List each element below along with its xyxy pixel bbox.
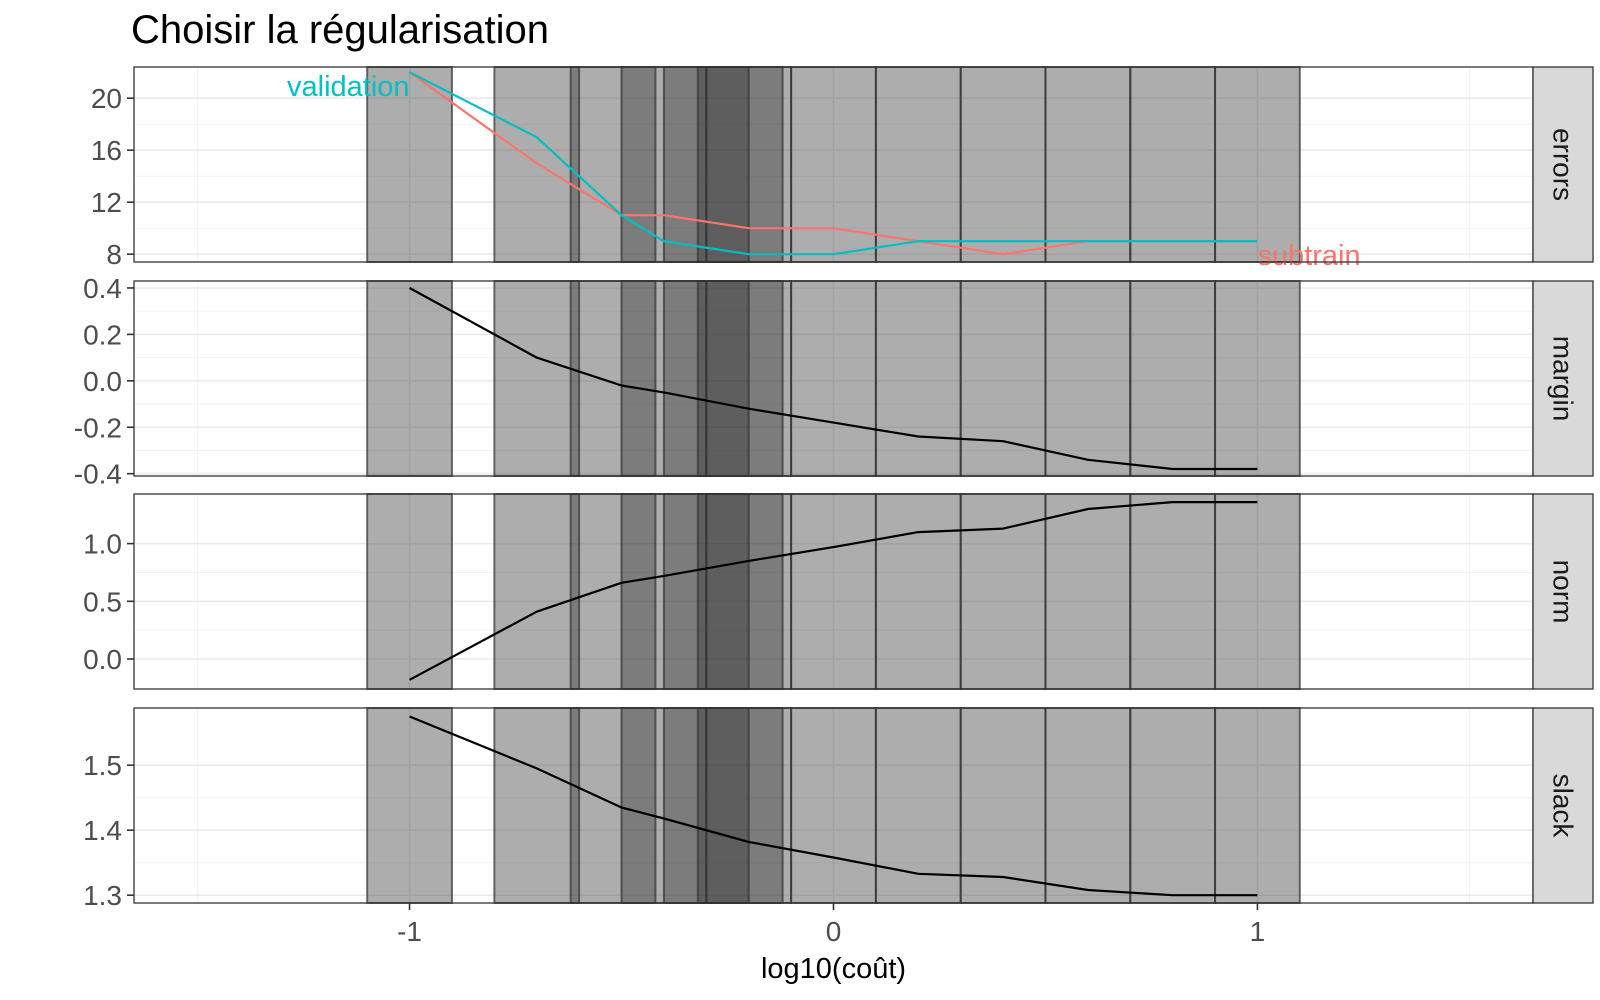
series-line-validation bbox=[409, 71, 1258, 256]
shaded-band bbox=[959, 707, 1047, 904]
y-tick-label: 1.0 bbox=[83, 529, 122, 560]
shaded-band bbox=[366, 280, 453, 477]
shaded-band bbox=[696, 280, 784, 477]
shaded-band bbox=[696, 707, 784, 904]
y-tick-label: -0.4 bbox=[74, 459, 122, 490]
facet-strip bbox=[1532, 493, 1594, 690]
shaded-band bbox=[790, 707, 877, 904]
shaded-band bbox=[493, 707, 581, 904]
y-tick-label: 0.4 bbox=[83, 273, 122, 304]
y-tick-label: -0.2 bbox=[74, 412, 122, 443]
y-tick-label: 12 bbox=[91, 187, 122, 218]
shaded-band bbox=[493, 493, 581, 690]
shaded-band bbox=[1214, 280, 1301, 477]
shaded-band bbox=[366, 66, 453, 263]
y-tick-label: 0.0 bbox=[83, 644, 122, 675]
y-tick-label: 0.2 bbox=[83, 319, 122, 350]
series-line-norm bbox=[409, 501, 1258, 681]
y-tick-label: 1.3 bbox=[83, 880, 122, 911]
shaded-band bbox=[705, 66, 793, 263]
panel-norm: 0.0 0.5 1.0 norm bbox=[83, 493, 1594, 690]
shaded-band bbox=[705, 707, 793, 904]
shaded-band bbox=[1214, 66, 1301, 263]
shaded-band bbox=[959, 66, 1047, 263]
facet-strip-label-margin: margin bbox=[1548, 336, 1579, 422]
shaded-band bbox=[874, 707, 962, 904]
y-tick-label: 0.5 bbox=[83, 586, 122, 617]
shaded-band bbox=[1044, 280, 1132, 477]
shaded-band bbox=[1129, 66, 1217, 263]
shaded-band bbox=[1044, 493, 1132, 690]
shaded-band bbox=[1214, 493, 1301, 690]
chart-title: Choisir la régularisation bbox=[131, 8, 549, 52]
facet-strip bbox=[1532, 707, 1594, 904]
y-tick-label: 8 bbox=[106, 239, 122, 270]
shaded-band bbox=[874, 66, 962, 263]
x-tick-label: 0 bbox=[826, 916, 842, 947]
shaded-band bbox=[366, 707, 453, 904]
y-tick-label: 1.4 bbox=[83, 815, 122, 846]
panels-layer: subtrain validation 8 12 16 20 errors -0.4 -0.2 0… bbox=[74, 66, 1594, 911]
series-line-slack bbox=[409, 715, 1258, 897]
y-tick-label: 0.0 bbox=[83, 366, 122, 397]
series-line-margin bbox=[409, 287, 1258, 471]
shaded-band bbox=[1129, 493, 1217, 690]
panel-slack: 1.3 1.4 1.5 slack bbox=[83, 707, 1594, 911]
x-axis-label: log10(coût) bbox=[761, 953, 906, 985]
shaded-band bbox=[569, 493, 657, 690]
series-label-subtrain: subtrain bbox=[1257, 240, 1360, 272]
shaded-band bbox=[705, 280, 793, 477]
series-label-validation: validation bbox=[287, 71, 410, 103]
facet-strip bbox=[1532, 66, 1594, 263]
shaded-band bbox=[705, 493, 793, 690]
shaded-band bbox=[1044, 66, 1132, 263]
facet-strip-label-errors: errors bbox=[1548, 128, 1579, 201]
shaded-band bbox=[874, 493, 962, 690]
y-tick-label: 20 bbox=[91, 83, 122, 114]
shaded-band bbox=[1214, 707, 1301, 904]
shaded-band bbox=[366, 493, 453, 690]
y-tick-label: 1.5 bbox=[83, 750, 122, 781]
panel-errors: subtrain validation 8 12 16 20 errors bbox=[91, 66, 1594, 272]
shaded-band bbox=[1129, 280, 1217, 477]
shaded-band bbox=[790, 280, 877, 477]
shaded-band bbox=[874, 280, 962, 477]
shaded-band bbox=[569, 66, 657, 263]
facet-strip-label-norm: norm bbox=[1548, 560, 1579, 624]
shaded-band bbox=[1044, 707, 1132, 904]
shaded-band bbox=[1129, 707, 1217, 904]
panel-margin: -0.4 -0.2 0.0 0.2 0.4 margin bbox=[74, 273, 1594, 490]
shaded-band bbox=[790, 493, 877, 690]
x-tick-label: -1 bbox=[397, 916, 422, 947]
y-tick-label: 16 bbox=[91, 135, 122, 166]
facet-strip-label-slack: slack bbox=[1548, 774, 1579, 839]
x-axis: -1 0 1 log10(coût) bbox=[397, 903, 1265, 985]
shaded-band bbox=[493, 280, 581, 477]
facet-strip bbox=[1532, 280, 1594, 477]
shaded-band bbox=[569, 280, 657, 477]
shaded-band bbox=[959, 493, 1047, 690]
x-tick-label: 1 bbox=[1250, 916, 1266, 947]
